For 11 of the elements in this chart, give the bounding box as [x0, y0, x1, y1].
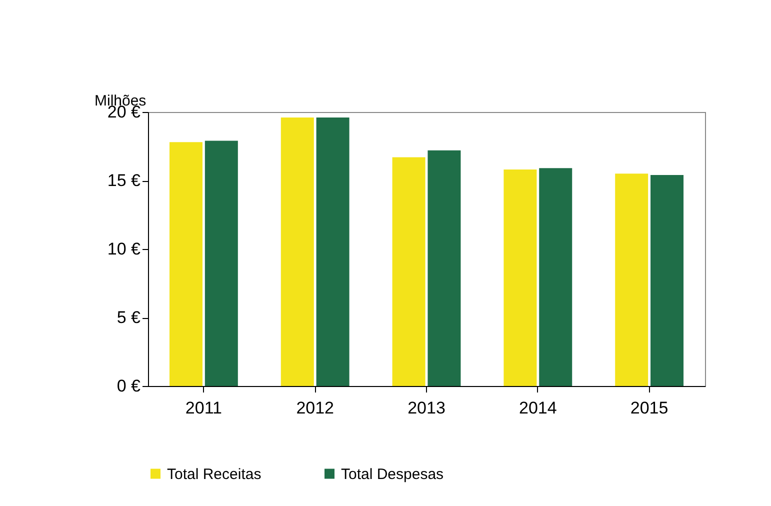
legend-label: Total Despesas	[341, 466, 444, 483]
legend-label: Total Receitas	[167, 466, 262, 483]
y-tick-label: 10 €	[107, 240, 142, 258]
x-tick-label: 2011	[185, 398, 222, 418]
x-tick-label: 2013	[408, 398, 446, 418]
y-tick-label: 5 €	[116, 308, 142, 327]
y-tick-label: 15 €	[107, 171, 142, 190]
y-tick-label: 0 €	[116, 376, 142, 396]
x-tick-label: 2015	[630, 398, 668, 418]
x-tick-label: 2014	[518, 398, 557, 418]
x-tick-label: 2012	[296, 398, 334, 418]
